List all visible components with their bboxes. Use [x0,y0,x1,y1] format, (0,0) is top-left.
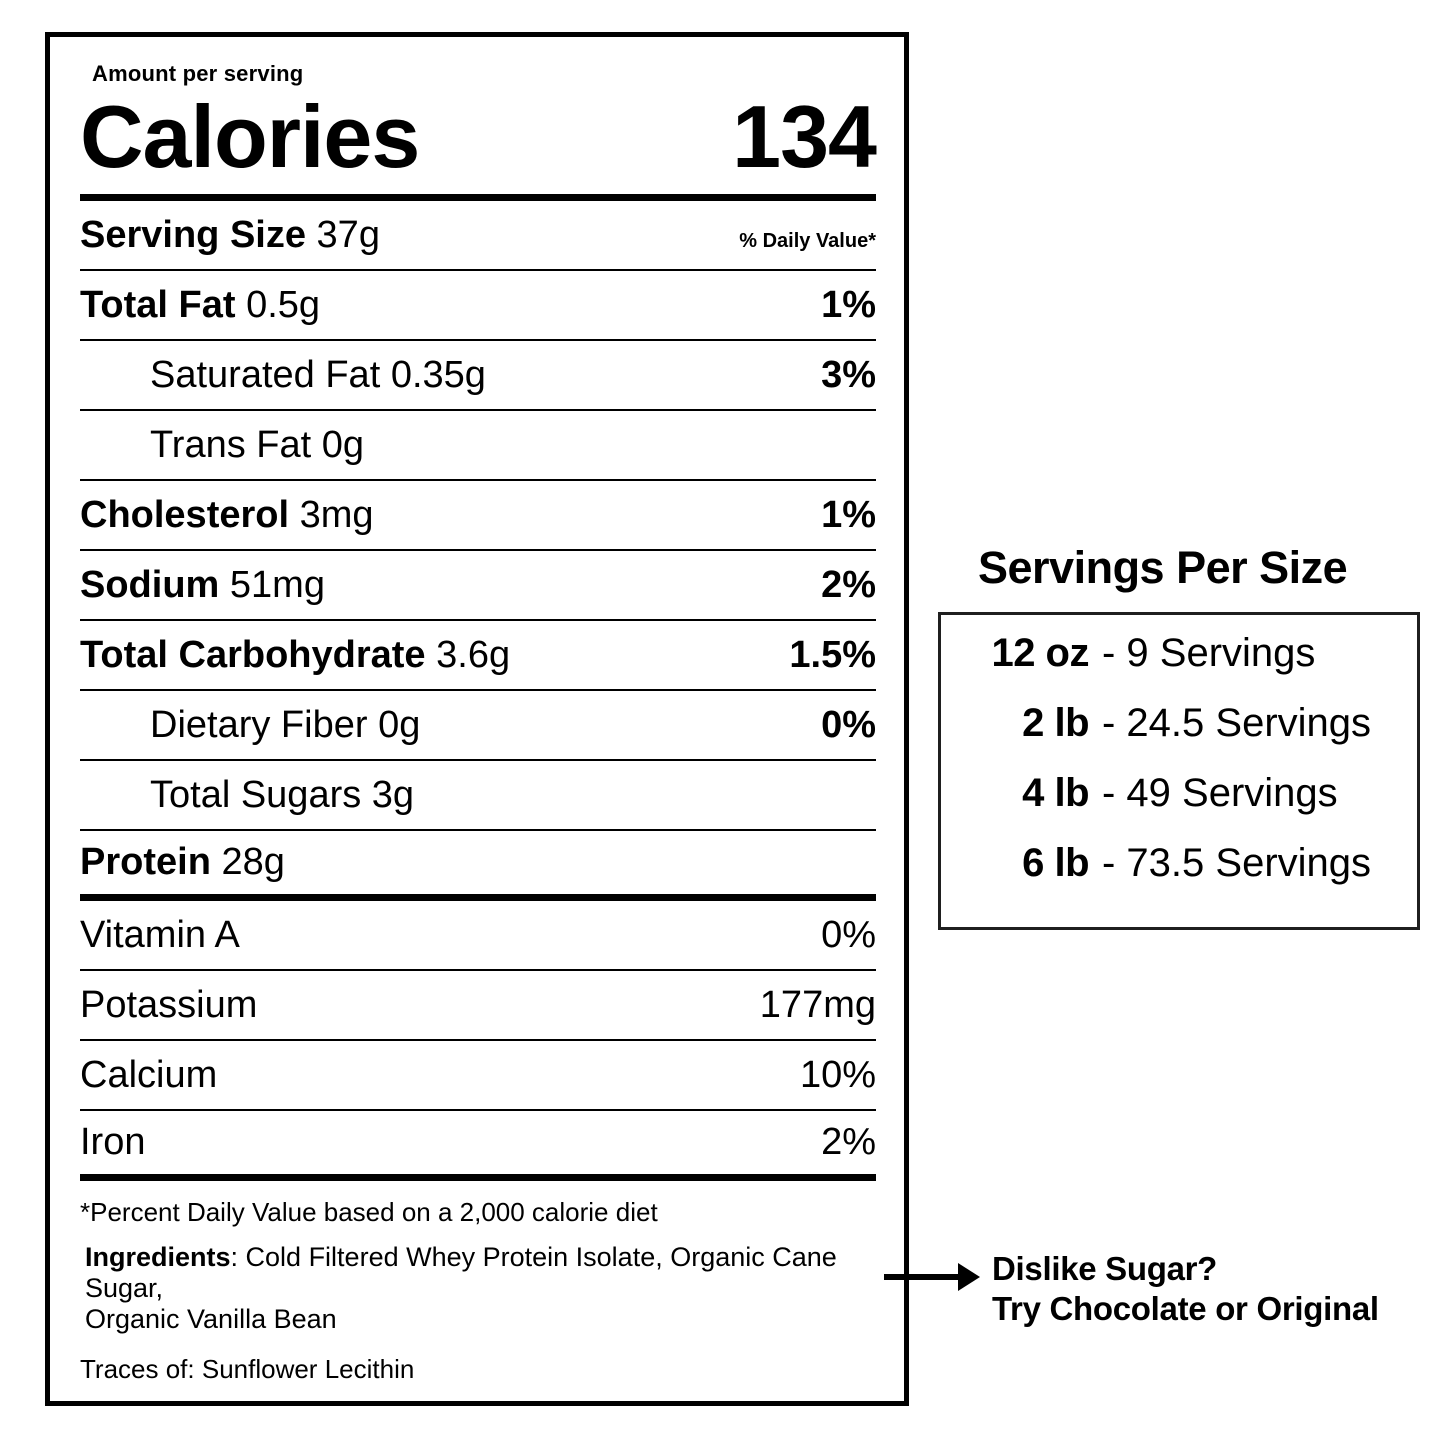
nutrient-amount: 3g [371,773,415,816]
nutrient-row: Saturated Fat 0.35g 3% [80,341,876,411]
nutrient-amount: 28g [221,841,285,883]
nutrient-daily-value: 0% [821,913,876,956]
nutrient-name-and-amount: Saturated Fat 0.35g [150,354,486,397]
nutrient-row: Potassium 177mg [80,971,876,1041]
nutrient-name: Cholesterol [80,493,290,536]
annotation-line1: Dislike Sugar? [992,1250,1218,1287]
nutrient-name: Total Sugars [150,773,362,816]
nutrient-row: Protein 28g [80,831,876,901]
ingredients-text: Ingredients: Cold Filtered Whey Protein … [80,1242,876,1335]
daily-value-footnote: *Percent Daily Value based on a 2,000 ca… [80,1197,658,1227]
nutrient-name: Protein [80,841,211,883]
nutrient-row: Trans Fat 0g [80,411,876,481]
calories-row: Calories 134 [80,87,877,186]
nutrient-name: Sodium [80,563,220,606]
nutrient-name-and-amount: Calcium [80,1054,217,1097]
nutrient-row: Total Sugars 3g [80,761,876,831]
nutrient-name: Total Carbohydrate [80,633,426,676]
servings-per-size-box: 12 oz - 9 Servings 2 lb - 24.5 Servings … [938,612,1420,930]
nutrient-name-and-amount: Protein 28g [80,841,285,884]
nutrient-name-and-amount: Sodium 51mg [80,564,325,607]
servings-count: - 73.5 Servings [1102,841,1372,885]
nutrition-facts-label: Amount per serving Calories 134 Serving … [45,32,909,1406]
annotation-arrow-line [884,1274,962,1280]
nutrient-amount: 3mg [299,493,374,536]
nutrient-row: Calcium 10% [80,1041,876,1111]
nutrient-amount: 3.6g [436,633,511,676]
servings-count: - 49 Servings [1102,771,1338,815]
nutrient-name-and-amount: Total Fat 0.5g [80,284,320,327]
serving-size-row: 6 lb - 73.5 Servings [961,841,1417,911]
nutrient-name: Iron [80,1121,146,1163]
nutrient-amount: 0g [378,703,421,746]
nutrient-name: Calcium [80,1053,218,1096]
container-size: 2 lb [1022,701,1089,745]
nutrient-name-and-amount: Serving Size 37g [80,214,380,257]
servings-count: - 24.5 Servings [1102,701,1372,745]
serving-size-row: 2 lb - 24.5 Servings [961,701,1417,771]
nutrient-rows: Serving Size 37g % Daily Value* Total Fa… [80,201,876,1181]
dislike-sugar-annotation: Dislike Sugar? Try Chocolate or Original [992,1249,1379,1329]
serving-size-row: 12 oz - 9 Servings [961,631,1417,701]
ingredients-label: Ingredients [85,1242,231,1272]
nutrient-name-and-amount: Dietary Fiber 0g [150,704,420,747]
container-size: 12 oz [991,631,1089,675]
nutrient-name: Saturated Fat [150,353,381,396]
nutrient-daily-value: % Daily Value* [739,229,876,252]
container-size: 6 lb [1022,841,1089,885]
amount-per-serving-label: Amount per serving [92,61,304,86]
nutrient-name: Trans Fat [150,423,312,466]
nutrient-daily-value: 1% [821,283,876,326]
nutrient-name-and-amount: Total Carbohydrate 3.6g [80,634,510,677]
nutrient-daily-value: 1% [821,493,876,536]
nutrient-row: Serving Size 37g % Daily Value* [80,201,876,271]
nutrient-name-and-amount: Trans Fat 0g [150,424,364,467]
calories-label: Calories [80,87,420,186]
nutrient-amount: 37g [316,213,380,256]
nutrient-amount: 0.35g [390,353,486,396]
ingredients-line2: Organic Vanilla Bean [85,1304,337,1334]
nutrient-daily-value: 2% [821,563,876,606]
nutrient-daily-value: 2% [821,1121,876,1163]
nutrient-amount: 51mg [229,563,325,606]
servings-per-size-title: Servings Per Size [978,542,1348,593]
annotation-line2: Try Chocolate or Original [992,1290,1379,1327]
nutrient-row: Sodium 51mg 2% [80,551,876,621]
nutrient-name-and-amount: Vitamin A [80,914,240,957]
nutrient-row: Dietary Fiber 0g 0% [80,691,876,761]
container-size: 4 lb [1022,771,1089,815]
nutrient-name-and-amount: Total Sugars 3g [150,774,414,817]
calories-divider-bar [80,194,876,201]
nutrient-name: Serving Size [80,213,306,256]
traces-text: Traces of: Sunflower Lecithin [80,1354,415,1384]
nutrient-row: Total Carbohydrate 3.6g 1.5% [80,621,876,691]
nutrient-daily-value: 177mg [759,983,876,1026]
nutrient-row: Iron 2% [80,1111,876,1181]
nutrient-name-and-amount: Potassium [80,984,257,1027]
nutrient-row: Total Fat 0.5g 1% [80,271,876,341]
nutrient-amount: 0.5g [246,283,321,326]
nutrient-name: Dietary Fiber [150,703,368,746]
nutrient-name-and-amount: Cholesterol 3mg [80,494,374,537]
serving-size-row: 4 lb - 49 Servings [961,771,1417,841]
nutrient-row: Vitamin A 0% [80,901,876,971]
nutrient-daily-value: 1.5% [789,633,876,676]
nutrient-daily-value: 3% [821,353,876,396]
calories-value: 134 [732,87,877,186]
nutrient-name: Total Fat [80,283,236,326]
nutrient-daily-value: 0% [821,703,876,746]
nutrient-name: Potassium [80,983,258,1026]
annotation-arrow-head-icon [958,1263,980,1291]
nutrient-name: Vitamin A [80,913,240,956]
nutrient-daily-value: 10% [799,1053,876,1096]
nutrient-amount: 0g [321,423,365,466]
servings-count: - 9 Servings [1102,631,1316,675]
nutrient-row: Cholesterol 3mg 1% [80,481,876,551]
nutrient-name-and-amount: Iron [80,1121,145,1164]
ingredients-line1: : Cold Filtered Whey Protein Isolate, Or… [85,1242,837,1303]
